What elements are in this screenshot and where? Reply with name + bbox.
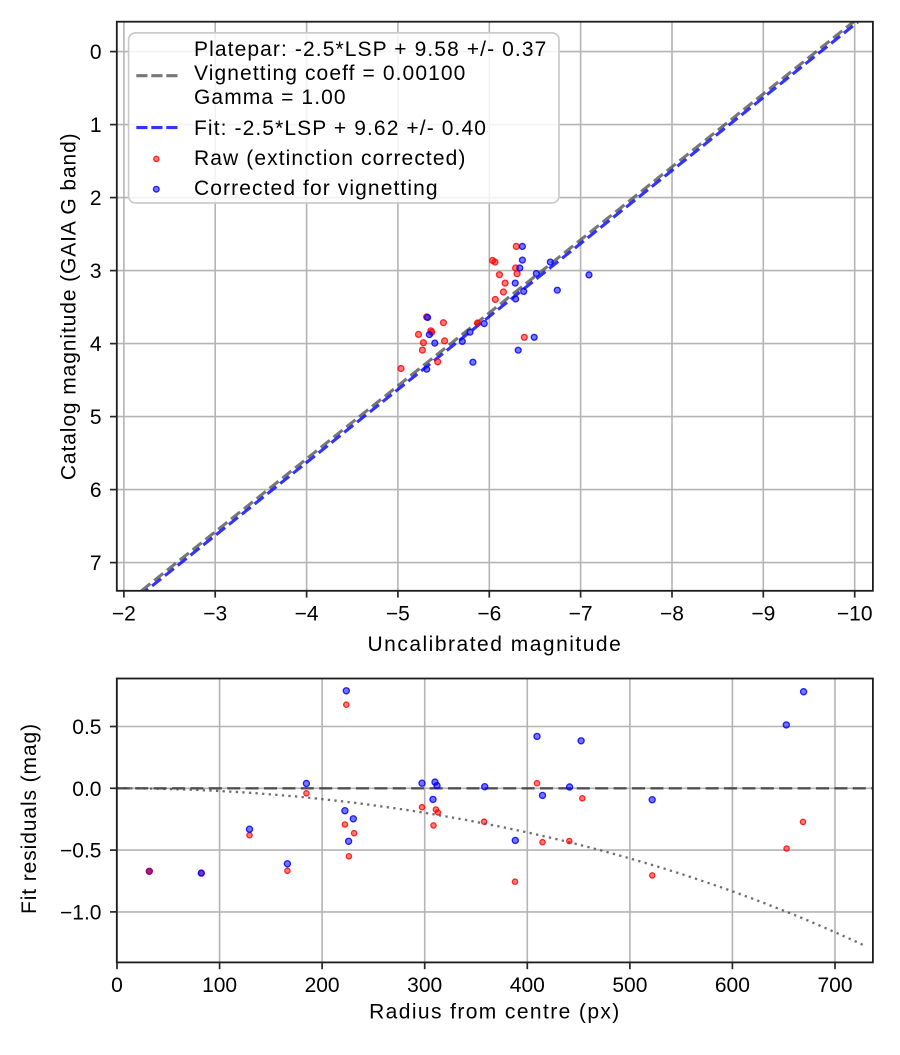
svg-text:−0.5: −0.5	[60, 840, 101, 863]
svg-text:Corrected for vignetting: Corrected for vignetting	[194, 177, 439, 200]
svg-text:600: 600	[715, 974, 750, 997]
svg-text:−3: −3	[203, 603, 227, 626]
svg-text:0.0: 0.0	[72, 778, 101, 801]
svg-text:Catalog magnitude (GAIA G band: Catalog magnitude (GAIA G band)	[58, 132, 81, 480]
svg-text:300: 300	[407, 974, 442, 997]
svg-text:200: 200	[305, 974, 340, 997]
svg-text:500: 500	[612, 974, 647, 997]
svg-text:2: 2	[90, 187, 102, 210]
svg-text:Uncalibrated magnitude: Uncalibrated magnitude	[367, 633, 622, 656]
svg-text:5: 5	[90, 406, 102, 429]
svg-text:0: 0	[111, 974, 123, 997]
svg-text:1: 1	[90, 114, 102, 137]
svg-text:7: 7	[90, 552, 102, 575]
svg-text:−9: −9	[751, 603, 775, 626]
svg-text:Gamma = 1.00: Gamma = 1.00	[194, 86, 347, 109]
svg-text:400: 400	[510, 974, 545, 997]
svg-text:−5: −5	[386, 603, 410, 626]
svg-text:−4: −4	[295, 603, 319, 626]
svg-text:3: 3	[90, 260, 102, 283]
svg-text:−2: −2	[112, 603, 136, 626]
svg-text:Vignetting coeff = 0.00100: Vignetting coeff = 0.00100	[194, 62, 466, 85]
svg-text:100: 100	[202, 974, 237, 997]
svg-text:−8: −8	[660, 603, 684, 626]
svg-text:Fit residuals (mag): Fit residuals (mag)	[18, 723, 41, 914]
svg-text:−10: −10	[837, 603, 873, 626]
svg-text:−7: −7	[569, 603, 593, 626]
svg-text:700: 700	[817, 974, 852, 997]
svg-text:Raw (extinction corrected): Raw (extinction corrected)	[194, 147, 467, 170]
svg-text:0.5: 0.5	[72, 716, 101, 739]
svg-text:Platepar: -2.5*LSP + 9.58 +/-: Platepar: -2.5*LSP + 9.58 +/- 0.37	[194, 38, 547, 61]
svg-text:0: 0	[90, 41, 102, 64]
svg-text:−6: −6	[477, 603, 501, 626]
svg-text:−1.0: −1.0	[60, 901, 101, 924]
svg-text:6: 6	[90, 479, 102, 502]
svg-text:Radius from centre (px): Radius from centre (px)	[369, 1000, 621, 1023]
svg-text:4: 4	[90, 333, 102, 356]
svg-text:Fit: -2.5*LSP + 9.62 +/- 0.40: Fit: -2.5*LSP + 9.62 +/- 0.40	[194, 117, 487, 140]
